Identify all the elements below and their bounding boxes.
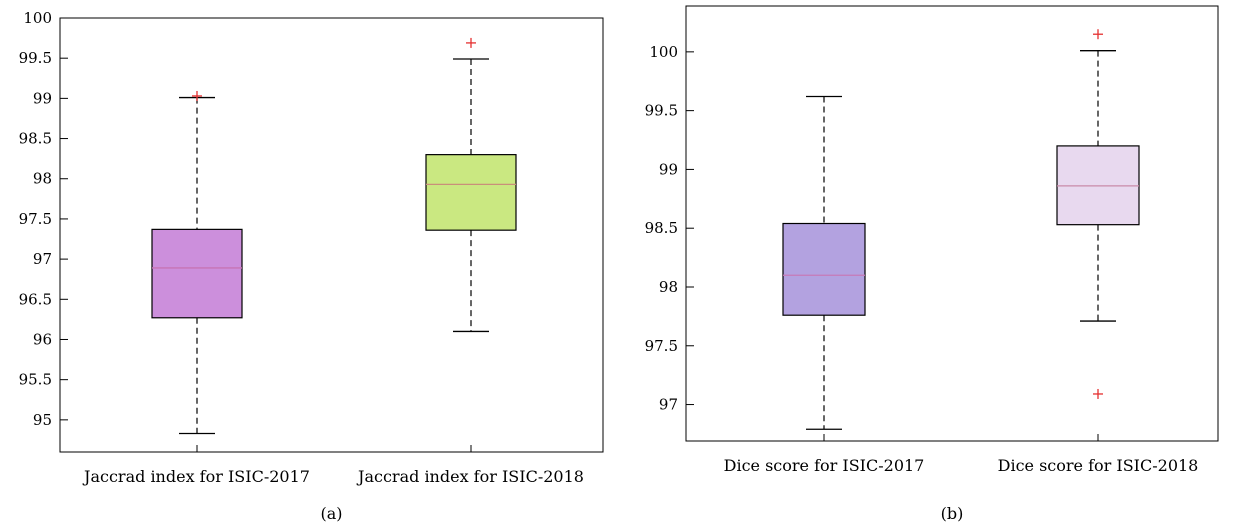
box-plot-1: [782, 95, 866, 430]
y-tick-label: 98.5: [19, 130, 52, 148]
box-plot-2: [425, 37, 517, 333]
y-tick-label: 100: [649, 43, 678, 61]
outlier-marker: [466, 37, 476, 48]
y-tick-label: 96.5: [19, 290, 52, 308]
box-plot-2: [1056, 29, 1140, 399]
x-category-label: Dice score for ISIC-2018: [998, 456, 1199, 475]
y-tick-label: 100: [23, 9, 52, 27]
y-tick-label: 95.5: [19, 371, 52, 389]
x-category-label: Jaccrad index for ISIC-2017: [82, 467, 310, 486]
box-plot-1: [151, 90, 243, 435]
box-iqr: [782, 222, 866, 316]
y-tick-label: 98: [33, 170, 52, 188]
outlier-marker: [1093, 29, 1103, 40]
y-tick-label: 97: [659, 396, 678, 414]
y-tick-label: 96: [33, 330, 52, 348]
x-category-label: Jaccrad index for ISIC-2018: [356, 467, 584, 486]
plot-frame: [685, 5, 1219, 442]
y-tick-label: 99: [659, 160, 678, 178]
x-category-label: Dice score for ISIC-2017: [724, 456, 925, 475]
y-tick-label: 99: [33, 89, 52, 107]
y-tick-label: 99.5: [645, 102, 678, 120]
plot-frame: [59, 17, 604, 453]
y-tick-label: 97.5: [19, 210, 52, 228]
y-tick-label: 99.5: [19, 49, 52, 67]
outlier-marker: [1093, 388, 1103, 399]
y-tick-label: 97: [33, 250, 52, 268]
y-tick-label: 95: [33, 411, 52, 429]
y-tick-label: 98.5: [645, 219, 678, 237]
box-iqr: [425, 154, 517, 231]
panel-label: (b): [941, 504, 964, 523]
panel-a: 95 95.5 96 96.5 97 97.5 98 98.5 99 99.5 100 Jaccrad…: [19, 9, 604, 523]
panel-b: 97 97.5 98 98.5 99 99.5 100 Dice score for ISIC…: [645, 5, 1219, 523]
y-tick-label: 98: [659, 278, 678, 296]
outlier-marker: [192, 90, 202, 101]
panel-label: (a): [320, 504, 342, 523]
y-tick-label: 97.5: [645, 337, 678, 355]
box-iqr: [151, 228, 243, 319]
